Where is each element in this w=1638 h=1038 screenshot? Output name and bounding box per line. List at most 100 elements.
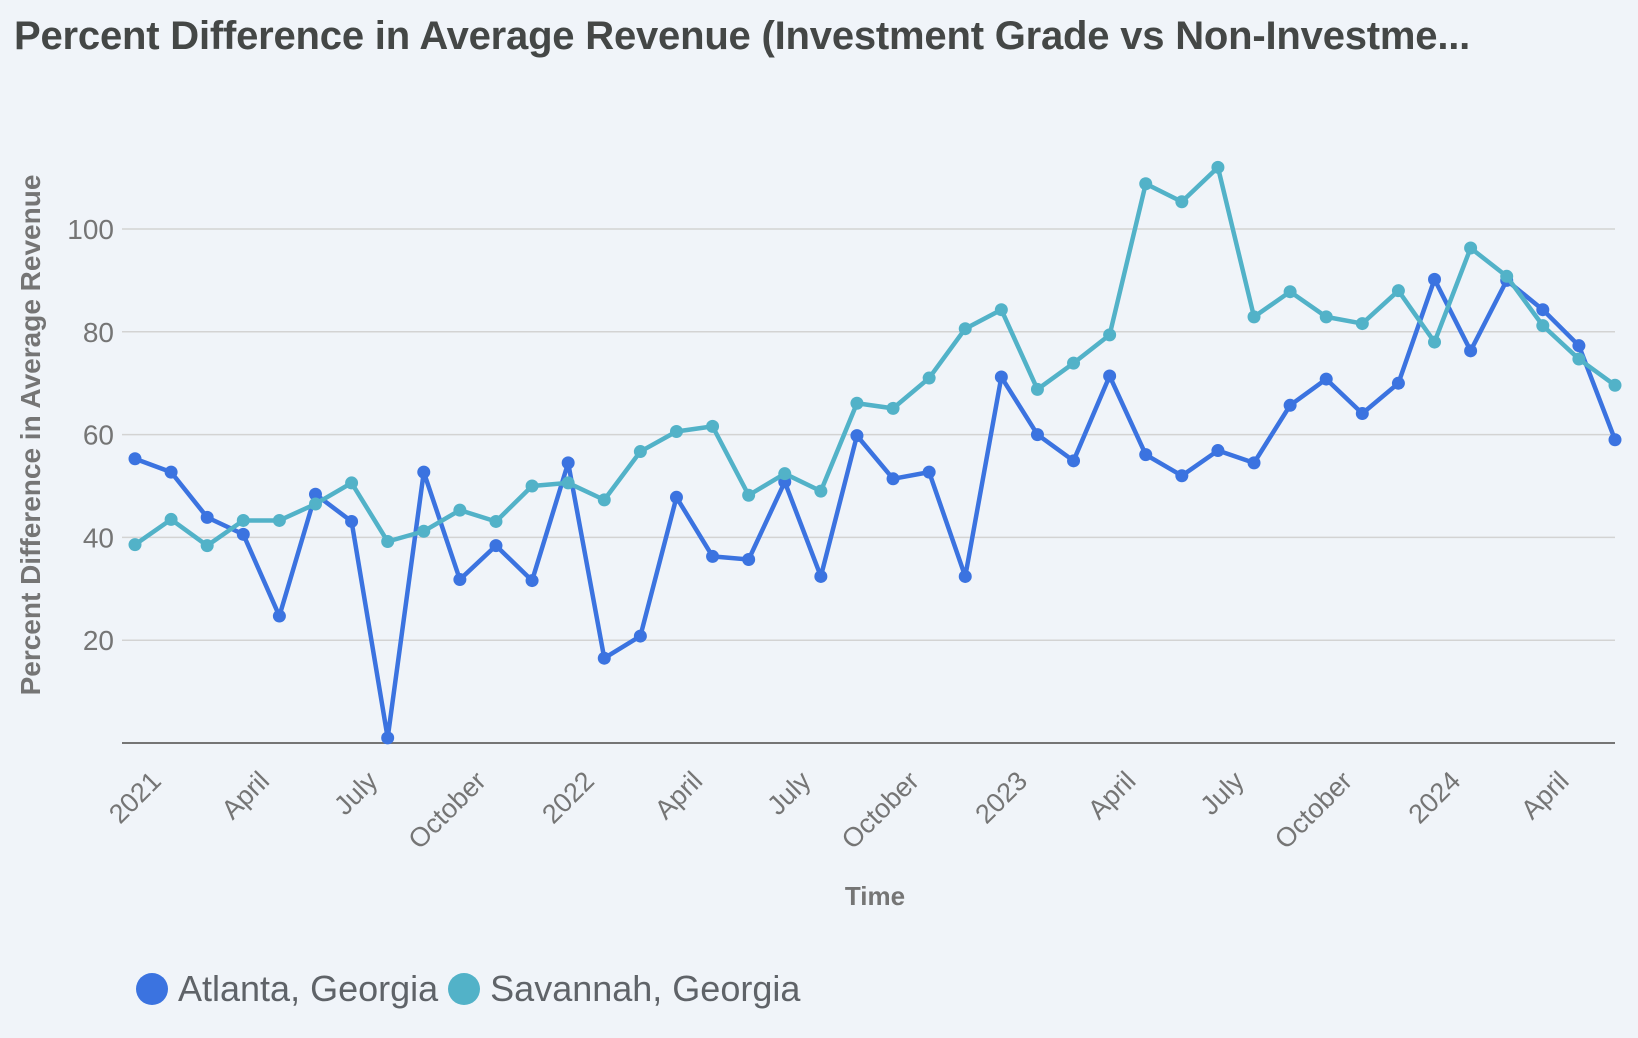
- data-point[interactable]: [236, 513, 250, 527]
- data-point[interactable]: [1067, 356, 1081, 370]
- data-point[interactable]: [1030, 382, 1044, 396]
- data-point[interactable]: [886, 472, 900, 486]
- data-point[interactable]: [922, 465, 936, 479]
- series-savannah: [128, 160, 1622, 553]
- y-tick-label: 40: [83, 522, 114, 553]
- data-point[interactable]: [1428, 335, 1442, 349]
- data-point[interactable]: [1175, 469, 1189, 483]
- data-point[interactable]: [1428, 272, 1442, 286]
- data-point[interactable]: [1247, 456, 1261, 470]
- legend-item-atlanta[interactable]: Atlanta, Georgia: [136, 968, 438, 1010]
- data-point[interactable]: [1211, 444, 1225, 458]
- data-point[interactable]: [200, 539, 214, 553]
- x-axis-ticks: 2021 April July October 2022 April July October…: [103, 765, 1574, 854]
- legend-marker-savannah: [448, 973, 481, 1005]
- data-point[interactable]: [1067, 454, 1081, 468]
- data-point[interactable]: [1536, 319, 1550, 333]
- data-point[interactable]: [1139, 448, 1153, 462]
- data-point[interactable]: [128, 538, 142, 552]
- data-point[interactable]: [633, 445, 647, 459]
- data-point[interactable]: [164, 512, 178, 526]
- data-point[interactable]: [706, 419, 720, 433]
- data-point[interactable]: [453, 503, 467, 517]
- data-point[interactable]: [633, 629, 647, 643]
- data-point[interactable]: [1211, 160, 1225, 174]
- data-point[interactable]: [1572, 352, 1586, 366]
- data-point[interactable]: [669, 425, 683, 439]
- data-point[interactable]: [1139, 177, 1153, 191]
- legend-label-savannah: Savannah, Georgia: [490, 968, 801, 1009]
- data-point[interactable]: [308, 487, 322, 501]
- data-point[interactable]: [561, 456, 575, 470]
- data-point[interactable]: [1319, 372, 1333, 386]
- data-point[interactable]: [489, 539, 503, 553]
- data-point[interactable]: [417, 465, 431, 479]
- data-point[interactable]: [1572, 339, 1586, 353]
- data-point[interactable]: [200, 510, 214, 524]
- data-point[interactable]: [164, 465, 178, 479]
- x-tick-label: October: [1269, 766, 1358, 855]
- data-point[interactable]: [381, 731, 395, 745]
- data-point[interactable]: [345, 476, 359, 490]
- data-point[interactable]: [308, 497, 322, 511]
- data-point[interactable]: [345, 514, 359, 528]
- data-point[interactable]: [1355, 317, 1369, 331]
- data-point[interactable]: [886, 401, 900, 415]
- data-point[interactable]: [272, 609, 286, 623]
- data-point[interactable]: [922, 371, 936, 385]
- data-point[interactable]: [1391, 284, 1405, 298]
- data-point[interactable]: [994, 370, 1008, 384]
- x-tick-label: October: [836, 766, 925, 855]
- data-point[interactable]: [850, 429, 864, 443]
- data-point[interactable]: [381, 535, 395, 549]
- y-tick-label: 60: [83, 420, 114, 451]
- gridlines: [122, 228, 1615, 641]
- x-tick-label: April: [216, 766, 275, 825]
- data-point[interactable]: [1464, 241, 1478, 255]
- data-point[interactable]: [850, 396, 864, 410]
- data-point[interactable]: [597, 493, 611, 507]
- data-point[interactable]: [453, 573, 467, 587]
- data-point[interactable]: [1283, 398, 1297, 412]
- data-point[interactable]: [236, 527, 250, 541]
- data-point[interactable]: [778, 467, 792, 481]
- data-point[interactable]: [1536, 303, 1550, 317]
- data-point[interactable]: [1608, 378, 1622, 392]
- data-point[interactable]: [706, 549, 720, 563]
- x-tick-label: 2021: [103, 766, 167, 830]
- x-tick-label: October: [403, 766, 492, 855]
- data-point[interactable]: [1283, 285, 1297, 299]
- data-point[interactable]: [525, 574, 539, 588]
- data-point[interactable]: [669, 490, 683, 504]
- data-point[interactable]: [272, 513, 286, 527]
- data-point[interactable]: [1175, 195, 1189, 209]
- data-point[interactable]: [1247, 310, 1261, 324]
- data-point[interactable]: [417, 524, 431, 538]
- data-point[interactable]: [525, 479, 539, 493]
- data-point[interactable]: [1355, 407, 1369, 421]
- data-point[interactable]: [489, 514, 503, 528]
- data-point[interactable]: [814, 569, 828, 583]
- data-point[interactable]: [1319, 310, 1333, 324]
- data-point[interactable]: [958, 569, 972, 583]
- x-tick-label: April: [1082, 766, 1141, 825]
- data-point[interactable]: [597, 651, 611, 665]
- data-point[interactable]: [561, 476, 575, 490]
- data-point[interactable]: [1103, 328, 1117, 342]
- data-point[interactable]: [1500, 269, 1514, 283]
- data-point[interactable]: [958, 322, 972, 336]
- data-point[interactable]: [1608, 433, 1622, 447]
- series-layer: [128, 160, 1622, 745]
- data-point[interactable]: [994, 303, 1008, 317]
- x-tick-label: April: [649, 766, 708, 825]
- data-point[interactable]: [742, 553, 756, 567]
- legend-item-savannah[interactable]: Savannah, Georgia: [448, 968, 800, 1010]
- data-point[interactable]: [1391, 376, 1405, 390]
- data-point[interactable]: [1103, 369, 1117, 383]
- data-point[interactable]: [1030, 428, 1044, 442]
- data-point[interactable]: [814, 484, 828, 498]
- data-point[interactable]: [1464, 344, 1478, 358]
- data-point[interactable]: [128, 452, 142, 466]
- data-point[interactable]: [742, 488, 756, 502]
